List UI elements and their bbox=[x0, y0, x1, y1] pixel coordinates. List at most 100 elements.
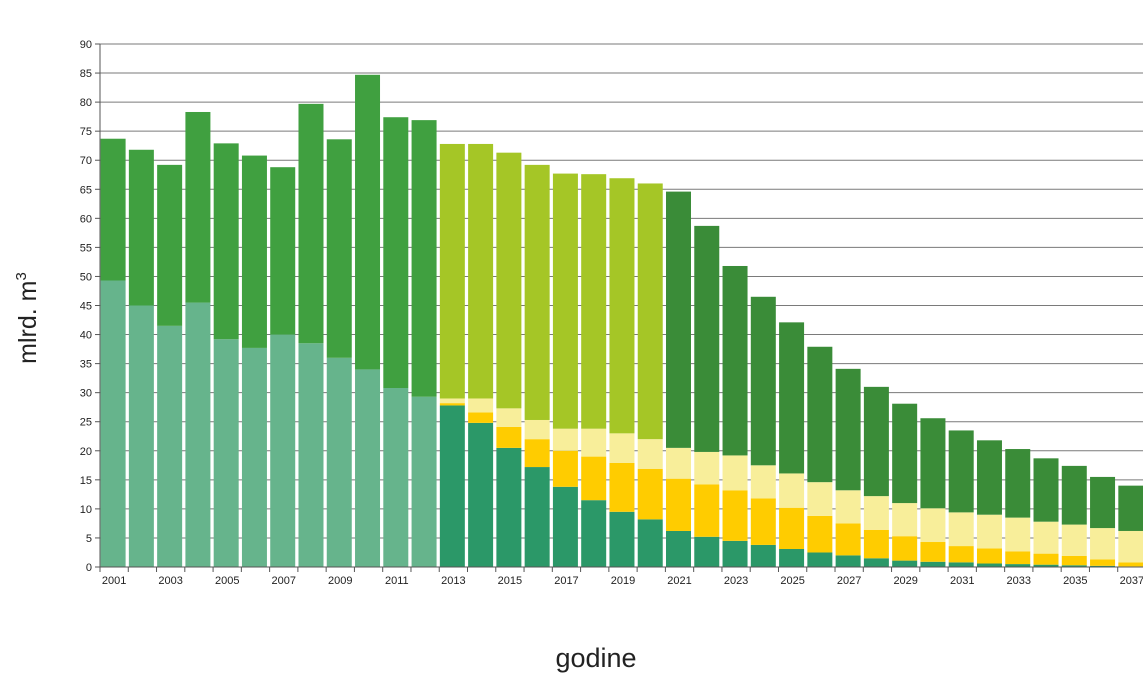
bar-segment bbox=[976, 563, 1002, 567]
bar-segment bbox=[779, 507, 805, 549]
bar-segment bbox=[609, 511, 635, 567]
bar-segment bbox=[722, 540, 748, 567]
x-tick-label: 2009 bbox=[328, 575, 352, 587]
bar-segment bbox=[1061, 465, 1087, 525]
bar-segment bbox=[524, 164, 550, 420]
x-tick-label: 2035 bbox=[1063, 575, 1087, 587]
bar-segment bbox=[270, 167, 296, 335]
bar-segment bbox=[694, 451, 720, 485]
bar-segment bbox=[552, 173, 578, 429]
x-tick-label: 2021 bbox=[667, 575, 691, 587]
bar-segment bbox=[157, 164, 183, 326]
x-tick-label: 2023 bbox=[724, 575, 748, 587]
y-tick-label: 55 bbox=[80, 242, 92, 254]
bar-segment bbox=[524, 419, 550, 440]
bars bbox=[100, 74, 1143, 567]
bar-segment bbox=[750, 465, 776, 499]
x-tick-label: 2027 bbox=[837, 575, 861, 587]
bar-segment bbox=[892, 536, 918, 561]
bar-segment bbox=[383, 388, 409, 567]
bar-segment bbox=[1090, 559, 1116, 566]
bar-segment bbox=[892, 503, 918, 537]
bar-segment bbox=[920, 542, 946, 562]
bar-segment bbox=[976, 440, 1002, 515]
bar-segment bbox=[1033, 553, 1059, 565]
bar-segment bbox=[241, 155, 267, 348]
y-axis-title: mlrd. m3 bbox=[13, 272, 42, 364]
x-tick-label: 2019 bbox=[611, 575, 635, 587]
bar-segment bbox=[807, 346, 833, 483]
bar-segment bbox=[863, 558, 889, 567]
x-tick-label: 2025 bbox=[780, 575, 804, 587]
bar-segment bbox=[948, 546, 974, 563]
bar-segment bbox=[750, 544, 776, 567]
y-tick-label: 25 bbox=[80, 417, 92, 429]
bar-segment bbox=[581, 428, 607, 457]
bar-segment bbox=[976, 548, 1002, 564]
bar-segment bbox=[411, 396, 437, 567]
bar-segment bbox=[100, 280, 126, 567]
bar-segment bbox=[213, 143, 239, 340]
bar-segment bbox=[185, 111, 211, 303]
bar-segment bbox=[298, 103, 324, 344]
x-axis-ticks: 2001 2003 2005 2007 2009 2011 2013 2015 2017 2019… bbox=[99, 567, 1143, 587]
x-tick-label: 2015 bbox=[498, 575, 522, 587]
y-tick-label: 15 bbox=[80, 475, 92, 487]
bar-segment bbox=[468, 422, 494, 567]
bar-segment bbox=[270, 334, 296, 567]
y-tick-label: 60 bbox=[80, 213, 92, 225]
bar-segment bbox=[920, 418, 946, 509]
y-tick-label: 30 bbox=[80, 388, 92, 400]
bar-segment bbox=[835, 368, 861, 491]
bar-segment bbox=[863, 496, 889, 530]
bar-segment bbox=[1090, 565, 1116, 567]
y-axis-ticks: 0 5 10 15 20 25 30 35 40 45 50 55 60 65 70 75 80 85 90 bbox=[80, 39, 100, 574]
bar-segment bbox=[439, 403, 465, 406]
bar-segment bbox=[807, 482, 833, 516]
bar-segment bbox=[468, 398, 494, 413]
x-tick-label: 2011 bbox=[385, 575, 409, 587]
y-axis-title-superscript: 3 bbox=[13, 272, 30, 280]
bar-segment bbox=[892, 403, 918, 504]
y-tick-label: 50 bbox=[80, 271, 92, 283]
bar-segment bbox=[1118, 485, 1143, 531]
bar-segment bbox=[496, 426, 522, 448]
bar-segment bbox=[948, 430, 974, 513]
bar-segment bbox=[552, 428, 578, 451]
bar-segment bbox=[552, 450, 578, 487]
bar-segment bbox=[552, 486, 578, 567]
y-tick-label: 20 bbox=[80, 446, 92, 458]
bar-segment bbox=[694, 484, 720, 537]
bar-segment bbox=[920, 508, 946, 543]
bar-segment bbox=[1061, 565, 1087, 567]
bar-segment bbox=[524, 467, 550, 567]
bar-segment bbox=[524, 439, 550, 468]
bar-segment bbox=[1118, 562, 1143, 567]
x-tick-label: 2005 bbox=[215, 575, 239, 587]
bar-segment bbox=[863, 529, 889, 559]
bar-segment bbox=[1033, 564, 1059, 567]
bar-segment bbox=[1118, 530, 1143, 563]
bar-segment bbox=[1033, 521, 1059, 554]
x-tick-label: 2037 bbox=[1120, 575, 1143, 587]
bar-segment bbox=[637, 519, 663, 567]
bar-segment bbox=[750, 296, 776, 466]
x-tick-label: 2031 bbox=[950, 575, 974, 587]
y-tick-label: 70 bbox=[80, 155, 92, 167]
x-tick-label: 2033 bbox=[1007, 575, 1031, 587]
bar-segment bbox=[779, 473, 805, 508]
bar-segment bbox=[694, 536, 720, 567]
bar-segment bbox=[128, 305, 154, 567]
bar-segment bbox=[496, 447, 522, 567]
bar-segment bbox=[496, 152, 522, 409]
y-tick-label: 35 bbox=[80, 359, 92, 371]
bar-segment bbox=[892, 560, 918, 567]
bar-segment bbox=[609, 178, 635, 434]
x-tick-label: 2013 bbox=[441, 575, 465, 587]
x-tick-label: 2003 bbox=[158, 575, 182, 587]
y-tick-label: 0 bbox=[86, 562, 92, 574]
bar-segment bbox=[666, 191, 691, 448]
bar-segment bbox=[722, 490, 748, 541]
bar-segment bbox=[948, 562, 974, 567]
